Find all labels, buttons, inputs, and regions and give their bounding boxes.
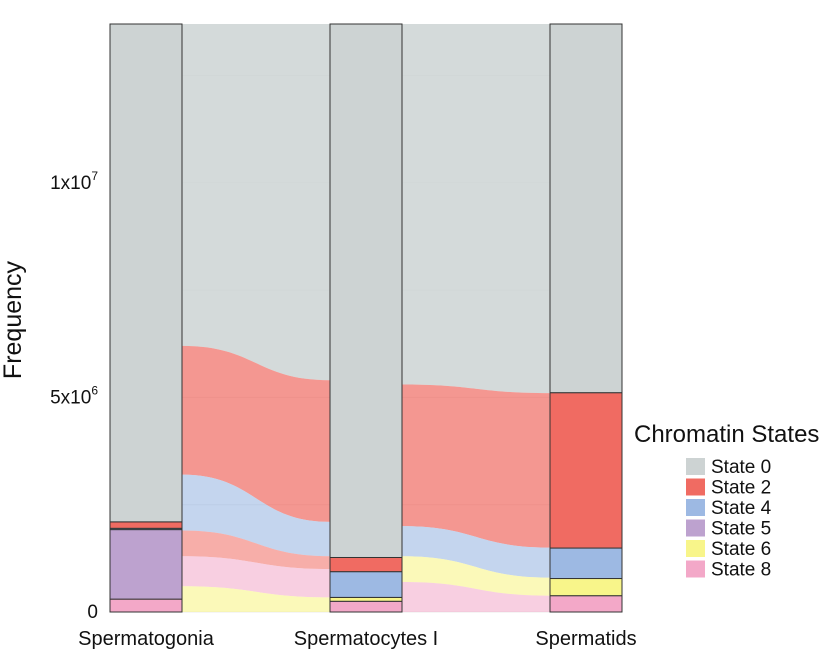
legend-label: State 8 [711, 560, 771, 581]
legend-swatch [686, 519, 705, 537]
category-label: Spermatocytes I [294, 628, 439, 650]
legend-swatch [686, 560, 705, 578]
flow-state0-to-state2 [402, 384, 550, 548]
legend-swatch [686, 540, 705, 557]
flow-state8-mixed [182, 556, 330, 598]
flow-state0-to-state0 [182, 24, 330, 381]
flow-ribbons [182, 24, 550, 612]
legend-title: Chromatin States [634, 421, 819, 448]
stacked-bars [109, 23, 623, 613]
bar-segment-state-8 [329, 600, 403, 613]
y-tick-label: 5x106 [50, 383, 98, 408]
legend-swatch [686, 478, 705, 496]
flow-state6-to-state6 [402, 556, 550, 596]
y-axis-title: Frequency [0, 260, 27, 379]
legend-label: State 2 [711, 478, 771, 499]
legend-label: State 5 [711, 519, 771, 540]
category-label: Spermatogonia [78, 628, 215, 650]
flow-state2-to-state2 [182, 530, 330, 570]
x-axis-categories: Spermatogonia Spermatocytes I Spermatids [78, 628, 636, 650]
bar-segment-state-2 [329, 556, 403, 573]
bar-segment-state-4 [329, 571, 403, 598]
flow-state4-to-state4 [402, 526, 550, 578]
flow-state4-mixed [182, 474, 330, 557]
flow-state6-mixed [182, 586, 330, 612]
bar-segment-state-6 [329, 596, 403, 602]
flow-state0-to-state2 [182, 345, 330, 522]
y-axis-ticks: 0 5x106 1x107 [50, 169, 98, 623]
category-label: Spermatids [535, 628, 636, 650]
legend-swatch [686, 499, 705, 516]
legend-label: State 0 [711, 457, 771, 478]
y-tick-label: 0 [87, 602, 98, 623]
legend-swatch [686, 458, 705, 475]
bar-segment-state-4 [549, 547, 623, 580]
flow-state8-to-state8 [402, 581, 550, 612]
bar-segment-state-2 [549, 392, 623, 549]
bar-segment-state-0 [329, 23, 403, 558]
bar-segment-state-8 [109, 598, 183, 613]
legend-label: State 6 [711, 539, 771, 560]
bar-segment-state-6 [549, 578, 623, 597]
legend-label: State 4 [711, 498, 772, 519]
bar-segment-state-8 [549, 595, 623, 613]
bar-segment-state-5 [109, 529, 183, 600]
y-tick-label: 1x107 [50, 169, 98, 194]
flow-state0-to-state0 [402, 24, 550, 394]
bar-segment-state-0 [549, 23, 623, 394]
bar-segment-state-0 [109, 23, 183, 523]
bar-segment-state-2 [109, 521, 183, 529]
